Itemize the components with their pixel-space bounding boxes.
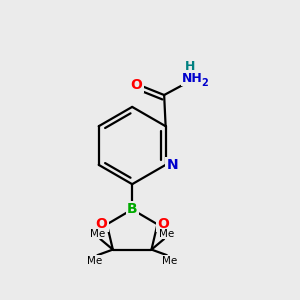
Text: H: H	[185, 60, 196, 73]
Text: B: B	[127, 202, 137, 216]
Text: Me: Me	[162, 256, 177, 266]
Text: Me: Me	[88, 256, 103, 266]
Text: O: O	[157, 217, 169, 231]
Text: N: N	[167, 158, 178, 172]
Text: 2: 2	[201, 78, 208, 88]
Text: Me: Me	[90, 229, 106, 239]
Text: NH: NH	[182, 73, 203, 85]
Text: O: O	[96, 217, 107, 231]
Text: Me: Me	[159, 229, 174, 239]
Text: O: O	[130, 78, 142, 92]
